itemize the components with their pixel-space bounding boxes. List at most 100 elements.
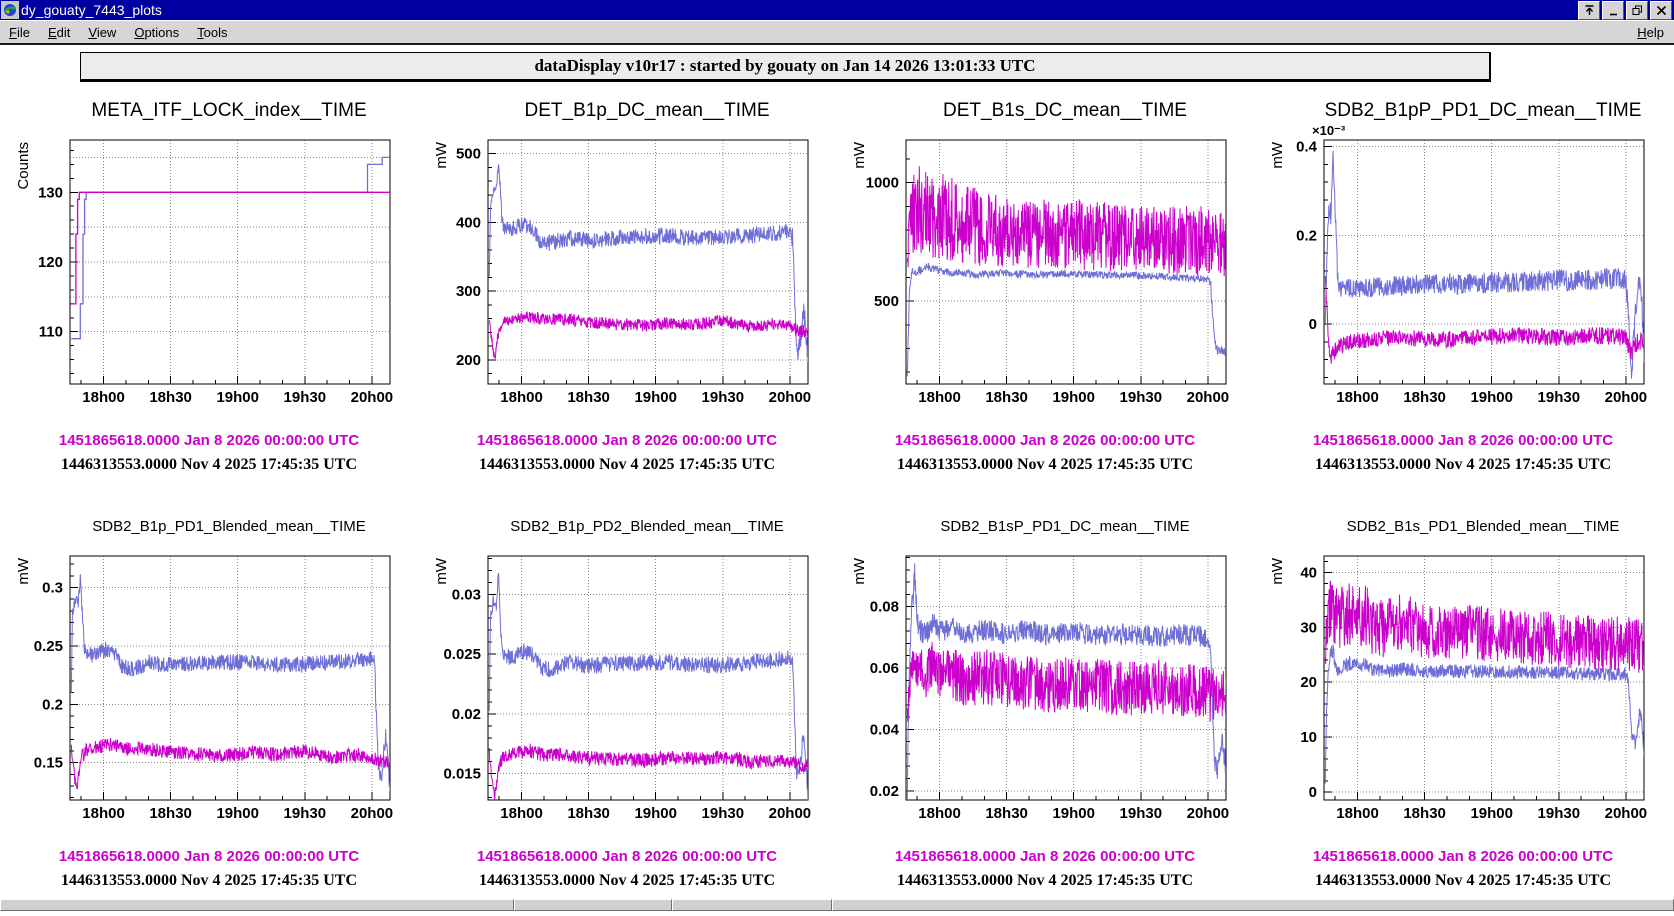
- svg-text:10: 10: [1300, 729, 1317, 746]
- restore-button[interactable]: [1626, 0, 1648, 20]
- cursor-time-main: 1446313553.0000 Nov 4 2025 17:45:35 UTC: [61, 456, 357, 473]
- plot-cell-meta-itf-lock-index: META_ITF_LOCK_index__TIME 18h00 18h30 19h0…: [0, 88, 418, 494]
- cursor-time-reference: 1451865618.0000 Jan 8 2026 00:00:00 UTC: [1312, 432, 1614, 449]
- svg-text:0.02: 0.02: [870, 783, 899, 800]
- menu-tools[interactable]: Tools: [197, 24, 228, 40]
- menu-edit[interactable]: Edit: [47, 24, 71, 40]
- svg-text:19h00: 19h00: [216, 389, 259, 406]
- svg-text:19h30: 19h30: [702, 805, 745, 822]
- svg-text:500: 500: [456, 146, 481, 163]
- statusbar-segment[interactable]: [0, 899, 514, 911]
- svg-text:0.25: 0.25: [34, 638, 63, 655]
- svg-text:20h00: 20h00: [1187, 389, 1230, 406]
- cursor-time-main: 1446313553.0000 Nov 4 2025 17:45:35 UTC: [479, 456, 775, 473]
- plot-title: META_ITF_LOCK_index__TIME: [91, 100, 367, 121]
- session-banner: dataDisplay v10r17 : started by gouaty o…: [80, 52, 1491, 82]
- cursor-time-main: 1446313553.0000 Nov 4 2025 17:45:35 UTC: [61, 872, 357, 889]
- svg-text:20h00: 20h00: [1605, 805, 1648, 822]
- svg-text:mW: mW: [1269, 141, 1286, 168]
- svg-text:20h00: 20h00: [769, 805, 812, 822]
- svg-text:19h00: 19h00: [634, 389, 677, 406]
- svg-text:20: 20: [1300, 674, 1317, 691]
- plot-title: SDB2_B1p_PD1_Blended_mean__TIME: [92, 518, 366, 535]
- cursor-time-main: 1446313553.0000 Nov 4 2025 17:45:35 UTC: [1315, 872, 1611, 889]
- plot-canvas[interactable]: 18h00 18h30 19h00 19h30 20h00 0 0.2 0.4 mW ×10⁻³: [1254, 126, 1672, 406]
- plot-cell-det-b1p-dc-mean: DET_B1p_DC_mean__TIME 18h00 18h30 19h00 19h…: [418, 88, 836, 494]
- svg-text:18h00: 18h00: [82, 805, 125, 822]
- svg-text:18h30: 18h30: [567, 805, 610, 822]
- svg-text:19h00: 19h00: [1052, 805, 1095, 822]
- cursor-time-main: 1446313553.0000 Nov 4 2025 17:45:35 UTC: [1315, 456, 1611, 473]
- session-banner-text: dataDisplay v10r17 : started by gouaty o…: [534, 56, 1036, 75]
- svg-text:19h00: 19h00: [216, 805, 259, 822]
- plot-cell-sdb2-b1pp-pd1-dc-mean: SDB2_B1pP_PD1_DC_mean__TIME 18h00 18h30 19…: [1254, 88, 1672, 494]
- svg-text:0: 0: [1309, 784, 1317, 801]
- menu-help[interactable]: Help: [1637, 24, 1664, 40]
- svg-text:20h00: 20h00: [351, 805, 394, 822]
- svg-text:19h00: 19h00: [1470, 805, 1513, 822]
- plot-title: SDB2_B1pP_PD1_DC_mean__TIME: [1324, 100, 1642, 121]
- plot-title: SDB2_B1p_PD2_Blended_mean__TIME: [510, 518, 784, 535]
- svg-text:18h30: 18h30: [985, 389, 1028, 406]
- plot-canvas[interactable]: 18h00 18h30 19h00 19h30 20h00 500 1000 mW: [836, 126, 1254, 406]
- plot-cell-sdb2-b1p-pd1-blended-mean: SDB2_B1p_PD1_Blended_mean__TIME 18h00 18h…: [0, 494, 418, 916]
- window-titlebar[interactable]: dy_gouaty_7443_plots: [0, 0, 1674, 20]
- plot-canvas[interactable]: 18h00 18h30 19h00 19h30 20h00 0 10 20 30 40 mW: [1254, 542, 1672, 822]
- svg-text:400: 400: [456, 214, 481, 231]
- statusbar-segment[interactable]: [672, 899, 832, 911]
- svg-text:40: 40: [1300, 564, 1317, 581]
- plot-canvas[interactable]: 18h00 18h30 19h00 19h30 20h00 200 300 400 500 mW: [418, 126, 836, 406]
- svg-text:0.2: 0.2: [42, 696, 63, 713]
- menu-options[interactable]: Options: [134, 24, 180, 40]
- plot-canvas[interactable]: 18h00 18h30 19h00 19h30 20h00 0.15 0.2 0.25 0.3 m…: [0, 542, 418, 822]
- svg-text:0.025: 0.025: [443, 646, 481, 663]
- svg-text:Counts: Counts: [15, 142, 32, 190]
- cursor-time-main: 1446313553.0000 Nov 4 2025 17:45:35 UTC: [897, 456, 1193, 473]
- cursor-time-main: 1446313553.0000 Nov 4 2025 17:45:35 UTC: [897, 872, 1193, 889]
- svg-text:mW: mW: [433, 141, 450, 168]
- menu-view[interactable]: View: [88, 24, 117, 40]
- shade-button[interactable]: [1578, 0, 1600, 20]
- svg-text:19h30: 19h30: [1538, 805, 1581, 822]
- plot-canvas[interactable]: 18h00 18h30 19h00 19h30 20h00 0.02 0.04 0.06 0.0…: [836, 542, 1254, 822]
- svg-text:18h30: 18h30: [149, 389, 192, 406]
- cursor-time-reference: 1451865618.0000 Jan 8 2026 00:00:00 UTC: [58, 848, 360, 865]
- svg-text:mW: mW: [851, 141, 868, 168]
- svg-text:0.03: 0.03: [452, 586, 481, 603]
- svg-text:20h00: 20h00: [1605, 389, 1648, 406]
- plot-title: SDB2_B1s_PD1_Blended_mean__TIME: [1346, 518, 1620, 535]
- cursor-time-reference: 1451865618.0000 Jan 8 2026 00:00:00 UTC: [476, 848, 778, 865]
- svg-text:500: 500: [874, 293, 899, 310]
- svg-text:0.06: 0.06: [870, 660, 899, 677]
- svg-text:18h30: 18h30: [1403, 389, 1446, 406]
- cursor-time-reference: 1451865618.0000 Jan 8 2026 00:00:00 UTC: [894, 848, 1196, 865]
- menu-file[interactable]: File: [9, 24, 30, 40]
- statusbar-segment[interactable]: [832, 899, 1674, 911]
- svg-text:19h00: 19h00: [634, 805, 677, 822]
- svg-text:19h30: 19h30: [702, 389, 745, 406]
- minimize-button[interactable]: [1602, 0, 1624, 20]
- svg-text:18h00: 18h00: [82, 389, 125, 406]
- plot-canvas[interactable]: 18h00 18h30 19h00 19h30 20h00 110 120 130 Counts: [0, 126, 418, 406]
- svg-text:0.08: 0.08: [870, 599, 899, 616]
- svg-text:300: 300: [456, 283, 481, 300]
- statusbar-segment[interactable]: [514, 899, 672, 911]
- svg-text:20h00: 20h00: [351, 389, 394, 406]
- svg-text:120: 120: [38, 254, 63, 271]
- svg-text:20h00: 20h00: [1187, 805, 1230, 822]
- close-button[interactable]: [1650, 0, 1672, 20]
- svg-text:0.015: 0.015: [443, 766, 481, 783]
- svg-text:18h30: 18h30: [567, 389, 610, 406]
- svg-text:18h30: 18h30: [149, 805, 192, 822]
- svg-text:mW: mW: [1269, 557, 1286, 584]
- svg-text:mW: mW: [851, 557, 868, 584]
- svg-text:0.15: 0.15: [34, 755, 63, 772]
- window-title: dy_gouaty_7443_plots: [21, 2, 162, 18]
- statusbar: [0, 897, 1674, 911]
- cursor-time-reference: 1451865618.0000 Jan 8 2026 00:00:00 UTC: [476, 432, 778, 449]
- cursor-time-reference: 1451865618.0000 Jan 8 2026 00:00:00 UTC: [1312, 848, 1614, 865]
- svg-text:0.04: 0.04: [870, 721, 900, 738]
- svg-text:19h30: 19h30: [284, 805, 327, 822]
- plot-canvas[interactable]: 18h00 18h30 19h00 19h30 20h00 0.015 0.02 0.025 0…: [418, 542, 836, 822]
